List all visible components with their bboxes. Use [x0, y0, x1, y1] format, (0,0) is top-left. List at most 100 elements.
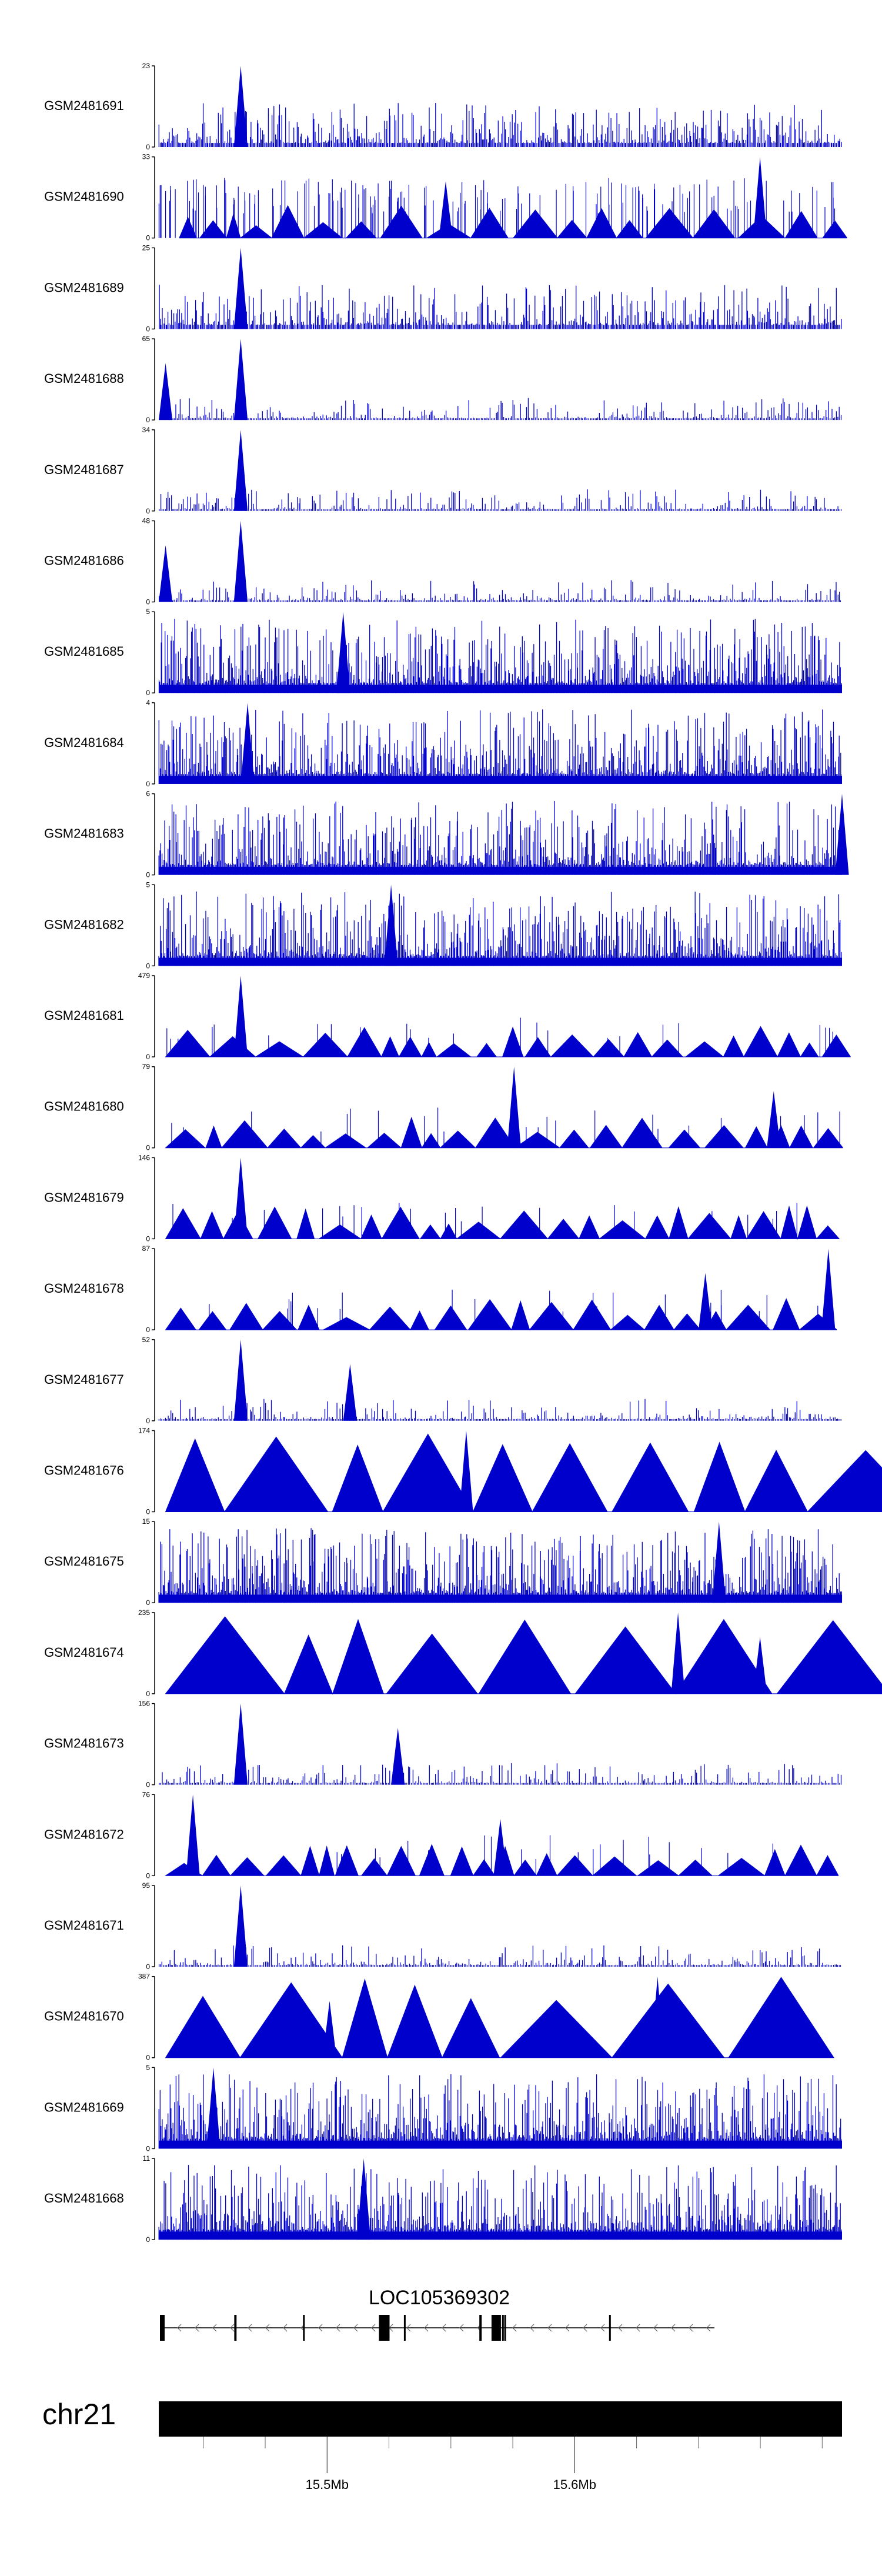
y-min-tick-label: 0 — [146, 507, 150, 515]
coverage-peak — [821, 1249, 836, 1330]
y-max-tick-label: 65 — [142, 335, 151, 343]
coverage-area — [165, 1977, 835, 2059]
y-max-tick-label: 48 — [142, 517, 151, 525]
track-GSM2481672: GSM2481672 76 0 — [44, 1790, 839, 1880]
y-min-tick-label: 0 — [146, 1326, 150, 1334]
y-min-tick-label: 0 — [146, 1508, 150, 1516]
coverage-spikes — [159, 580, 841, 602]
strand-arrow — [265, 2324, 270, 2332]
gene-exon — [609, 2315, 611, 2341]
y-min-tick-label: 0 — [146, 1963, 150, 1971]
y-max-tick-label: 6 — [146, 790, 150, 798]
strand-arrow — [706, 2324, 711, 2332]
coverage-peak — [233, 1886, 248, 1967]
coverage-area — [165, 1026, 851, 1058]
y-min-tick-label: 0 — [146, 1053, 150, 1061]
strand-arrow — [371, 2324, 376, 2332]
y-min-tick-label: 0 — [146, 780, 150, 788]
coverage-secondary-peak — [322, 2001, 337, 2058]
y-max-tick-label: 387 — [138, 1973, 150, 1981]
track-GSM2481689: GSM2481689 25 0 — [44, 243, 842, 333]
track-GSM2481668: GSM2481668 11 0 — [44, 2154, 842, 2244]
track-label: GSM2481673 — [44, 1736, 124, 1751]
strand-arrow — [230, 2324, 235, 2332]
track-GSM2481669: GSM2481669 5 0 — [44, 2063, 842, 2153]
coverage-area — [165, 1433, 882, 1513]
y-min-tick-label: 0 — [146, 871, 150, 879]
coverage-area — [165, 1116, 843, 1149]
coverage-secondary-peak — [753, 1637, 767, 1694]
coverage-baseline — [159, 776, 842, 784]
track-label: GSM2481687 — [44, 462, 124, 477]
track-GSM2481684: GSM2481684 4 0 — [44, 699, 842, 788]
coverage-area — [165, 1616, 882, 1695]
coverage-peak — [233, 429, 248, 511]
chromosome-band — [159, 2401, 842, 2437]
track-GSM2481686: GSM2481686 48 0 — [44, 517, 841, 606]
track-label: GSM2481669 — [44, 2100, 124, 2114]
track-GSM2481688: GSM2481688 65 0 — [44, 335, 842, 424]
coverage-spikes — [159, 285, 842, 329]
strand-arrow — [459, 2324, 464, 2332]
strand-arrow — [248, 2324, 252, 2332]
coverage-secondary-peak — [439, 181, 453, 238]
coverage-peak — [459, 1430, 473, 1512]
strand-arrow — [353, 2324, 358, 2332]
coverage-spikes — [158, 619, 842, 693]
gene-annotation-track: LOC105369302 — [160, 2287, 714, 2341]
gene-exon — [379, 2315, 390, 2341]
y-max-tick-label: 79 — [142, 1063, 151, 1071]
track-GSM2481677: GSM2481677 52 0 — [44, 1336, 841, 1425]
coverage-peak — [233, 1339, 248, 1421]
track-GSM2481678: GSM2481678 87 0 — [44, 1244, 837, 1334]
chromosome-label: chr21 — [42, 2398, 116, 2431]
coverage-peak — [233, 520, 248, 602]
coverage-secondary-peak — [343, 1364, 357, 1421]
coverage-peak — [233, 1703, 248, 1785]
y-min-tick-label: 0 — [146, 416, 150, 424]
gene-exon — [479, 2315, 482, 2341]
coverage-peak — [233, 339, 248, 421]
y-max-tick-label: 76 — [142, 1790, 151, 1798]
y-max-tick-label: 23 — [142, 62, 151, 70]
coverage-area — [165, 1298, 837, 1331]
coverage-spikes — [159, 1763, 842, 1785]
track-label: GSM2481681 — [44, 1008, 124, 1023]
coverage-peak — [384, 885, 398, 966]
y-max-tick-label: 235 — [138, 1609, 150, 1617]
track-GSM2481691: GSM2481691 23 0 — [44, 62, 842, 151]
coverage-peak — [233, 976, 248, 1057]
coverage-baseline — [159, 957, 842, 966]
coverage-peak — [712, 1521, 726, 1603]
strand-arrow — [318, 2324, 323, 2332]
track-label: GSM2481678 — [44, 1281, 124, 1296]
track-GSM2481683: GSM2481683 6 0 — [44, 790, 849, 879]
coverage-secondary-peak — [159, 545, 173, 602]
track-label: GSM2481691 — [44, 98, 124, 113]
track-label: GSM2481676 — [44, 1463, 124, 1478]
track-label: GSM2481680 — [44, 1099, 124, 1114]
track-label: GSM2481690 — [44, 189, 124, 204]
coverage-spikes — [158, 709, 842, 784]
coverage-tracks: GSM2481691230GSM2481690330GSM2481689250G… — [44, 62, 882, 2244]
coverage-spikes — [158, 2074, 842, 2149]
coverage-secondary-peak — [159, 363, 173, 421]
y-max-tick-label: 156 — [138, 1700, 150, 1708]
strand-arrow — [530, 2324, 534, 2332]
coverage-peak — [835, 793, 849, 875]
coverage-spikes — [158, 801, 842, 875]
y-min-tick-label: 0 — [146, 2144, 150, 2153]
track-label: GSM2481682 — [44, 917, 124, 932]
track-label: GSM2481677 — [44, 1372, 124, 1387]
coverage-area — [165, 1205, 840, 1240]
y-min-tick-label: 0 — [146, 2235, 150, 2244]
gene-exon — [491, 2315, 501, 2341]
coverage-spikes — [158, 1528, 843, 1603]
x-axis-tick-label: 15.5Mb — [306, 2477, 349, 2492]
y-min-tick-label: 0 — [146, 325, 150, 333]
chromosome-ideogram: chr21 15.5Mb 15.6Mb — [42, 2398, 842, 2492]
strand-arrow — [512, 2324, 517, 2332]
coverage-peak — [507, 1066, 521, 1148]
track-GSM2481685: GSM2481685 5 0 — [44, 608, 842, 697]
